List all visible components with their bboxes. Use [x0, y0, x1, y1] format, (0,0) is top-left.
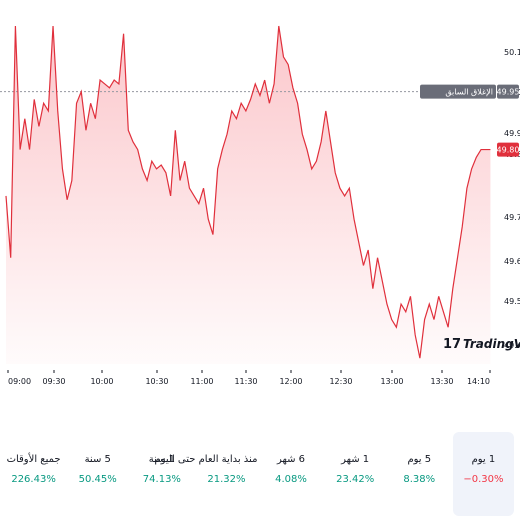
previous-close-value-bg [497, 84, 519, 99]
x-tick-label: 11:00 [190, 377, 213, 386]
period-3[interactable]: 6 شهر 4.08% [260, 432, 321, 516]
period-0[interactable]: 1 يوم −0.30% [452, 432, 514, 516]
period-change: 8.38% [403, 474, 436, 485]
period-selector: 1 يوم −0.30% 5 يوم 8.38% 1 شهر 23.42% 6 شهر 4.0… [0, 432, 520, 520]
period-4[interactable]: منذ بداية العام حتى اليوم 21.32% [154, 432, 258, 516]
period-label: 1 سنة [148, 454, 176, 465]
x-tick-label: 14:10 [467, 377, 490, 386]
period-6[interactable]: 5 سنة 50.45% [67, 432, 128, 516]
x-tick-label: 13:30 [430, 377, 453, 386]
tradingview-logo-mark: 17 [443, 337, 461, 352]
y-tick-label: 49.75 [504, 213, 520, 222]
price-chart: 50.1050.0049.9049.8549.7549.6549.5049.40… [0, 25, 520, 386]
period-7[interactable]: جميع الأوقات 226.43% [3, 432, 64, 516]
y-tick-label: 50.10 [504, 48, 520, 57]
y-tick-label: 49.90 [504, 129, 520, 138]
x-tick-label: 10:00 [90, 377, 113, 386]
period-change: 4.08% [275, 474, 307, 485]
price-area [6, 26, 491, 364]
period-1[interactable]: 5 يوم 8.38% [389, 432, 450, 516]
previous-close-label: الإغلاق السابق [445, 88, 493, 98]
last-price-badge-bg [497, 142, 519, 157]
period-change: −0.30% [463, 474, 504, 485]
period-label: 5 سنة [84, 454, 111, 465]
tradingview-wordmark: TradingView [463, 337, 520, 351]
tradingview-logo: 17 TradingView [443, 337, 520, 352]
y-tick-label: 49.65 [504, 257, 520, 266]
previous-close-value: 49.95 [497, 88, 520, 97]
x-tick-label: 11:30 [234, 377, 257, 386]
last-price-badge: 49.80 [497, 146, 520, 155]
period-label: جميع الأوقات [6, 454, 61, 465]
x-tick-label: 10:30 [145, 377, 168, 386]
period-label: 5 يوم [407, 454, 432, 465]
x-tick-label: 12:30 [329, 377, 352, 386]
x-tick-label: 13:00 [380, 377, 403, 386]
period-change: 23.42% [336, 474, 375, 485]
period-change: 50.45% [78, 474, 117, 485]
period-2[interactable]: 1 شهر 23.42% [325, 432, 386, 516]
period-label: منذ بداية العام حتى اليوم [154, 454, 258, 465]
price-series-line [5, 25, 491, 359]
period-5[interactable]: 1 سنة 74.13% [131, 432, 192, 516]
price-area-fill [6, 26, 491, 364]
price-line [5, 25, 491, 359]
x-tick-label: 09:00 [8, 377, 31, 386]
period-change: 21.32% [207, 474, 246, 485]
previous-close-label-bg [420, 84, 496, 99]
price-badges: الإغلاق السابق 49.95 49.80 [420, 84, 520, 157]
y-tick-label: 49.40 [504, 341, 520, 350]
y-tick-label: 49.50 [504, 297, 520, 306]
time-axis: 09:00 09:30 10:00 10:30 11:00 11:30 12:00 12:30… [7, 370, 491, 386]
x-tick-label: 09:30 [42, 377, 65, 386]
period-change: 74.13% [142, 474, 181, 485]
period-label: 1 يوم [471, 454, 496, 465]
period-change: 226.43% [11, 474, 56, 485]
x-tick-label: 12:00 [279, 377, 302, 386]
period-label: 6 شهر [276, 454, 306, 465]
period-label: 1 شهر [341, 454, 370, 465]
